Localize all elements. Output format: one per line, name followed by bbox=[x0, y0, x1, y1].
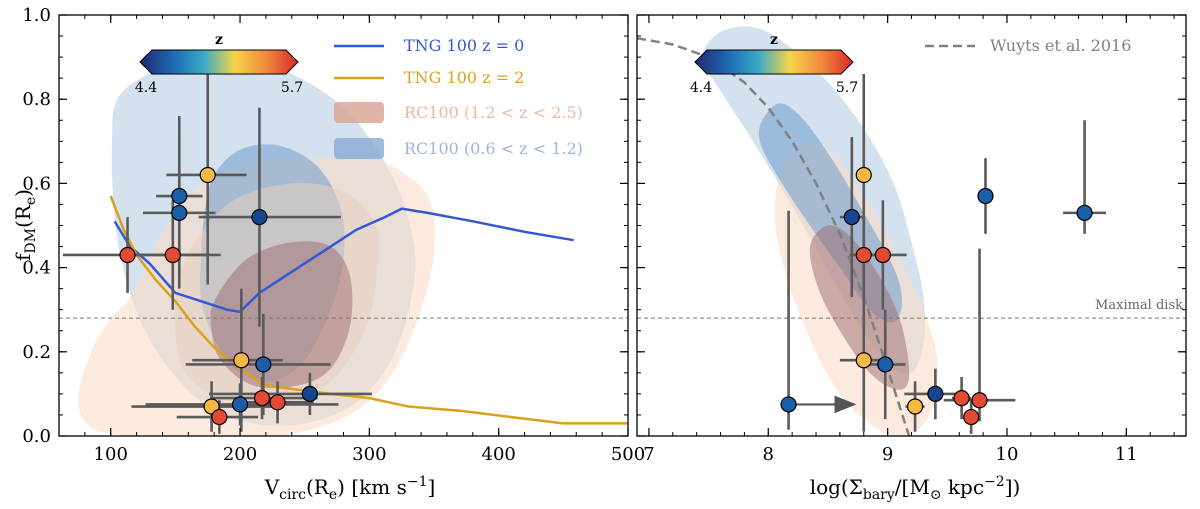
right-data-point-11 bbox=[953, 390, 970, 407]
right-errorbar-13 bbox=[787, 210, 857, 430]
right-wuyts-curve bbox=[637, 36, 911, 436]
legend-patch-rc100-high bbox=[334, 102, 384, 123]
right-data-point-10 bbox=[927, 385, 944, 402]
left-xtick-label-4: 500 bbox=[611, 444, 645, 465]
right-colorbar-label: z bbox=[770, 32, 778, 48]
left-data-point-2 bbox=[171, 187, 188, 205]
right-data-point-1 bbox=[874, 246, 891, 264]
left-data-point-7 bbox=[255, 356, 272, 373]
left-xtick-label-2: 300 bbox=[352, 444, 386, 465]
legend-label-rc100-low: RC100 (0.6 < z < 1.2) bbox=[404, 139, 583, 158]
right-xtick-label-3: 10 bbox=[996, 444, 1019, 465]
right-x-axis-label: log(Σbary/[M⊙ kpc−2]) bbox=[810, 474, 1021, 503]
left-contour-4 bbox=[210, 241, 353, 389]
right-data-point-9 bbox=[963, 408, 980, 426]
maximal-disk-label: Maximal disk bbox=[1095, 298, 1183, 313]
legend-label-tng-z2: TNG 100 z = 2 bbox=[404, 68, 524, 87]
left-data-point-12 bbox=[269, 394, 286, 411]
left-ytick-label-4: 0.8 bbox=[22, 89, 51, 110]
left-xtick-label-1: 200 bbox=[223, 444, 257, 465]
right-data-point-0 bbox=[855, 246, 872, 264]
right-data-point-12 bbox=[971, 392, 988, 409]
left-colorbar: z 4.4 5.7 bbox=[135, 32, 303, 96]
right-colorbar-min: 4.4 bbox=[690, 80, 712, 96]
left-colorbar-label: z bbox=[215, 32, 223, 48]
legend-label-rc100-high: RC100 (1.2 < z < 2.5) bbox=[404, 103, 583, 122]
left-data-points bbox=[62, 65, 372, 434]
right-xtick-label-4: 11 bbox=[1115, 444, 1138, 465]
left-data-point-6 bbox=[233, 352, 250, 369]
legend-label-wuyts: Wuyts et al. 2016 bbox=[990, 36, 1131, 55]
right-data-point-13 bbox=[780, 396, 797, 413]
left-data-point-11 bbox=[253, 390, 271, 407]
right-data-point-2 bbox=[977, 187, 994, 205]
right-data-point-3 bbox=[1076, 204, 1093, 221]
left-legend: TNG 100 z = 0 TNG 100 z = 2 RC100 (1.2 <… bbox=[334, 36, 583, 159]
left-panel: 100 200 300 400 500 0.0 0.2 0.4 0.6 0.8 1.0 z 4.4 … bbox=[11, 5, 645, 503]
right-colorbar: z 4.4 5.7 bbox=[690, 32, 858, 96]
left-simulation-curves bbox=[109, 195, 628, 425]
left-axis-ticks: 100 200 300 400 500 0.0 0.2 0.4 0.6 0.8 1.0 bbox=[22, 5, 645, 465]
left-colorbar-bar bbox=[139, 49, 299, 75]
right-data-point-6 bbox=[855, 352, 872, 369]
left-x-axis-label: Vcirc(Re) [km s−1] bbox=[264, 474, 436, 503]
right-axis-ticks: 7 8 9 10 11 bbox=[637, 14, 1186, 465]
left-data-point-3 bbox=[171, 204, 188, 221]
right-xtick-label-2: 9 bbox=[882, 444, 893, 465]
right-legend: Wuyts et al. 2016 bbox=[925, 36, 1131, 55]
left-data-point-9 bbox=[211, 408, 228, 426]
left-ytick-label-1: 0.2 bbox=[22, 342, 51, 363]
left-series-line-0 bbox=[113, 207, 574, 314]
legend-patch-rc100-low bbox=[334, 138, 384, 159]
left-xtick-label-3: 400 bbox=[482, 444, 516, 465]
left-ytick-label-3: 0.6 bbox=[22, 173, 51, 194]
right-colorbar-bar bbox=[694, 49, 854, 75]
left-xtick-label-0: 100 bbox=[94, 444, 128, 465]
right-data-point-4 bbox=[855, 166, 872, 184]
right-series-line-0 bbox=[637, 36, 911, 436]
left-colorbar-max: 5.7 bbox=[281, 80, 303, 96]
right-density-contours bbox=[702, 26, 938, 436]
right-data-point-7 bbox=[877, 356, 894, 373]
left-colorbar-min: 4.4 bbox=[135, 80, 157, 96]
right-data-point-5 bbox=[843, 208, 860, 226]
left-data-point-4 bbox=[199, 166, 216, 184]
left-series-line-1 bbox=[109, 195, 628, 425]
left-ytick-label-2: 0.4 bbox=[22, 258, 51, 279]
legend-label-tng-z0: TNG 100 z = 0 bbox=[404, 36, 524, 55]
right-xtick-label-0: 7 bbox=[643, 444, 654, 465]
left-data-point-5 bbox=[251, 208, 268, 226]
left-ytick-label-5: 1.0 bbox=[22, 5, 51, 26]
left-data-point-1 bbox=[164, 246, 181, 264]
right-panel: Maximal disk 7 8 9 10 11 z 4.4 5.7 Wuyts et … bbox=[636, 14, 1187, 503]
right-xtick-label-1: 8 bbox=[763, 444, 774, 465]
left-data-point-10 bbox=[231, 396, 249, 413]
left-data-point-0 bbox=[119, 246, 136, 264]
right-data-points bbox=[780, 73, 1107, 434]
left-y-axis-label: fDM(Re) bbox=[11, 189, 39, 261]
right-colorbar-max: 5.7 bbox=[836, 80, 858, 96]
left-data-point-13 bbox=[301, 385, 318, 402]
right-data-point-8 bbox=[906, 398, 924, 415]
left-ytick-label-0: 0.0 bbox=[22, 426, 51, 447]
